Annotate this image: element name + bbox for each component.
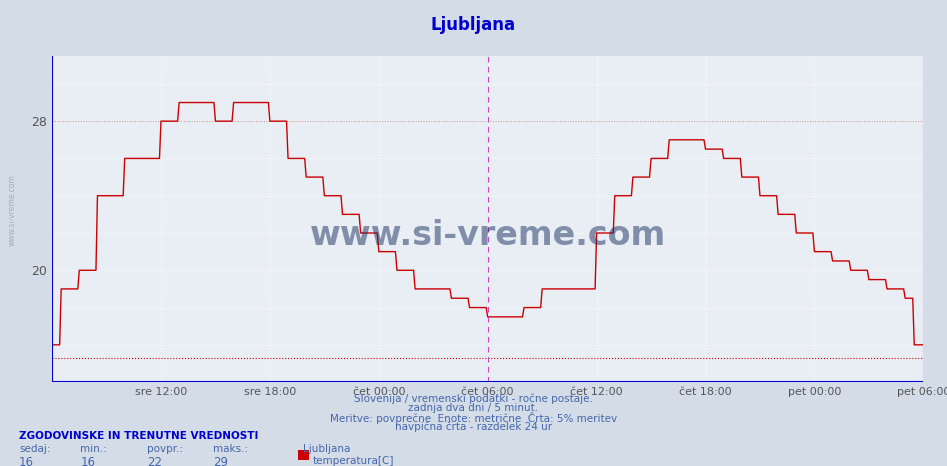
Text: ZGODOVINSKE IN TRENUTNE VREDNOSTI: ZGODOVINSKE IN TRENUTNE VREDNOSTI — [19, 431, 259, 441]
Text: povpr.:: povpr.: — [147, 444, 183, 453]
Text: zadnja dva dni / 5 minut.: zadnja dva dni / 5 minut. — [408, 403, 539, 413]
Text: 29: 29 — [213, 456, 228, 466]
Text: 22: 22 — [147, 456, 162, 466]
Text: www.si-vreme.com: www.si-vreme.com — [8, 174, 17, 246]
Text: 16: 16 — [80, 456, 96, 466]
Text: sedaj:: sedaj: — [19, 444, 50, 453]
Text: navpična črta - razdelek 24 ur: navpična črta - razdelek 24 ur — [395, 422, 552, 432]
Text: www.si-vreme.com: www.si-vreme.com — [310, 219, 666, 252]
Text: maks.:: maks.: — [213, 444, 248, 453]
Text: temperatura[C]: temperatura[C] — [313, 456, 394, 466]
Text: Meritve: povprečne  Enote: metrične  Črta: 5% meritev: Meritve: povprečne Enote: metrične Črta:… — [330, 412, 617, 425]
Text: Slovenija / vremenski podatki - ročne postaje.: Slovenija / vremenski podatki - ročne po… — [354, 394, 593, 404]
Text: Ljubljana: Ljubljana — [303, 444, 350, 453]
Text: 16: 16 — [19, 456, 34, 466]
Text: Ljubljana: Ljubljana — [431, 16, 516, 34]
Text: min.:: min.: — [80, 444, 107, 453]
